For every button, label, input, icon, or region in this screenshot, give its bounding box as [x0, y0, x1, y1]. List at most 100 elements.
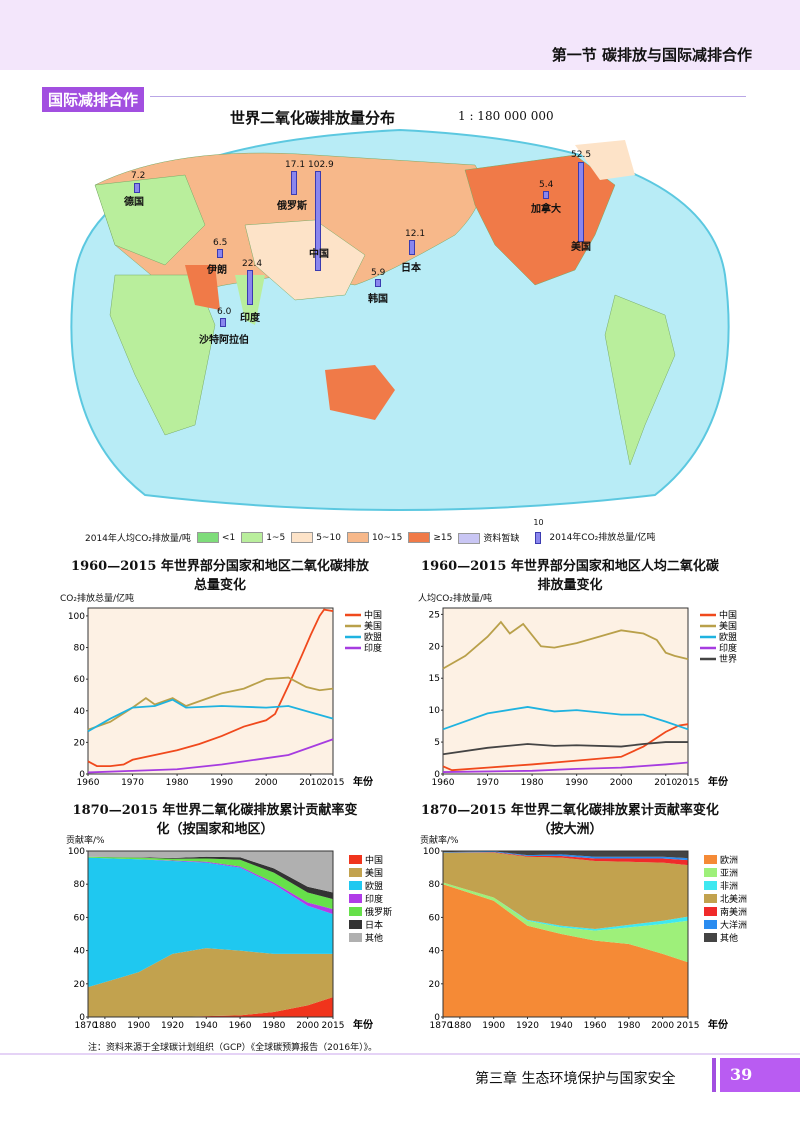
canada-bar: [543, 191, 549, 199]
series-area-中国: [88, 997, 333, 1017]
world-map: 7.2 德国 17.1 俄罗斯 102.9 中国 52.5 美国 5.4 加拿大…: [55, 125, 745, 520]
legend-label-欧盟: 欧盟: [719, 631, 737, 643]
y-tick-label: 100: [423, 847, 440, 857]
legend-label-中国: 中国: [719, 609, 737, 621]
legend-swatch-南美洲: [704, 907, 717, 916]
chart-per-capita-emissions: 0 5 10 15 20 25 1960 1970 1980 1990 2000 2010 2015 年份…: [429, 607, 737, 788]
legend-bar-value: 10: [533, 518, 544, 528]
legend-swatch-印度: [349, 894, 362, 903]
legend-label-印度: 印度: [719, 642, 737, 654]
legend-label-亚洲: 亚洲: [720, 868, 738, 879]
x-tick-label: 2010: [299, 778, 322, 788]
europe-landmass: [94, 174, 206, 266]
legend-swatch: [196, 531, 219, 543]
x-tick-label: 1960: [584, 1021, 607, 1031]
china-value: 102.9: [308, 160, 334, 170]
y-tick-label: 100: [68, 847, 85, 857]
x-tick-label: 1980: [262, 1021, 285, 1031]
section-title: 第一节 碳排放与国际减排合作: [551, 46, 752, 64]
germany-label: 德国: [124, 197, 144, 208]
x-axis-unit: 年份: [353, 775, 374, 788]
y-tick-label: 60: [429, 913, 441, 923]
japan-bar: [409, 240, 415, 255]
divider: [150, 96, 746, 97]
korea-value: 5.9: [371, 268, 386, 278]
y-tick-label: 80: [74, 880, 86, 890]
japan-value: 12.1: [405, 229, 426, 239]
x-tick-label: 1980: [521, 778, 544, 788]
series-line-印度: [87, 738, 334, 774]
y-tick-label: 100: [68, 612, 85, 622]
y-tick-label: 20: [429, 642, 441, 652]
legend-label-美国: 美国: [364, 620, 382, 632]
y-tick-label: 20: [429, 980, 441, 990]
y-tick-label: 0: [434, 1013, 440, 1023]
series-area-北美洲: [443, 852, 688, 930]
x-axis-unit: 年份: [708, 1018, 729, 1031]
legend-label-北美洲: 北美洲: [720, 893, 747, 905]
y-tick-label: 20: [74, 980, 86, 990]
russia-label: 俄罗斯: [277, 201, 307, 212]
korea-bar: [375, 279, 381, 287]
y-tick-label: 0: [434, 770, 440, 780]
chart4-ylabel: 贡献率/%: [420, 836, 459, 846]
chart3-title: 1870—2015 年世界二氧化碳排放累计贡献率变化（按国家和地区）: [72, 803, 358, 837]
x-tick-label: 2015: [322, 778, 345, 788]
x-tick-label: 2015: [677, 1021, 700, 1031]
saudi-arabia: [185, 265, 220, 310]
legend-label: ≥15: [433, 532, 453, 543]
x-tick-label: 2000: [651, 1021, 674, 1031]
russia-value: 17.1: [285, 160, 306, 170]
china-label: 中国: [309, 249, 329, 260]
legend-label-俄罗斯: 俄罗斯: [365, 906, 392, 918]
legend-label-美国: 美国: [365, 867, 383, 879]
legend-swatch-北美洲: [704, 894, 717, 903]
chart1-ylabel: CO₂排放总量/亿吨: [60, 594, 135, 604]
plot-border: [87, 850, 334, 1018]
usa-label: 美国: [571, 242, 591, 253]
greenland: [575, 140, 635, 180]
australia-landmass: [325, 365, 395, 420]
legend-label-美国: 美国: [719, 620, 737, 632]
russia-bar: [291, 171, 297, 195]
legend-swatch-其他: [349, 933, 362, 942]
y-tick-label: 20: [74, 738, 86, 748]
legend-swatch-欧洲: [704, 855, 717, 864]
usa-value: 52.5: [571, 150, 592, 160]
x-tick-label: 1880: [93, 1021, 116, 1031]
canada-value: 5.4: [539, 180, 554, 190]
india-label: 印度: [240, 313, 260, 324]
series-line-中国: [87, 608, 334, 767]
plot-border: [442, 850, 689, 1018]
series-area-南美洲: [443, 852, 688, 866]
chart-total-emissions: 0 20 40 60 80 100 1960 1970 1980 1990 2000 2010 2015…: [68, 607, 382, 788]
x-tick-label: 1920: [161, 1021, 184, 1031]
map-scale: 1 : 180 000 000: [458, 109, 554, 123]
series-line-美国: [87, 676, 334, 731]
x-tick-label: 2015: [677, 778, 700, 788]
chapter-title: 第三章 生态环境保护与国家安全: [475, 1071, 676, 1087]
chart3-ylabel: 贡献率/%: [66, 836, 105, 846]
chart4-title: 1870—2015 年世界二氧化碳排放累计贡献率变化（按大洲）: [421, 803, 719, 837]
x-tick-label: 2000: [296, 1021, 319, 1031]
legend-label-大洋洲: 大洋洲: [720, 919, 747, 931]
germany-value: 7.2: [131, 171, 146, 181]
x-tick-label: 1980: [166, 778, 189, 788]
x-tick-label: 1900: [127, 1021, 150, 1031]
series-line-中国: [442, 723, 689, 772]
legend-bar-item: 10 2014年CO₂排放总量/亿吨: [525, 518, 655, 544]
source-note: 注：资料来源于全球碳计划组织（GCP）《全球碳预算报告（2016年）》。: [88, 1043, 378, 1053]
series-line-美国: [442, 620, 689, 670]
legend-item: <1: [196, 531, 235, 543]
x-tick-label: 1980: [617, 1021, 640, 1031]
saudi-bar: [220, 318, 226, 327]
legend-swatch-大洋洲: [704, 920, 717, 929]
map-graphic: [70, 128, 730, 511]
x-tick-label: 1900: [482, 1021, 505, 1031]
india-value: 22.4: [242, 259, 263, 269]
series-line-世界: [442, 741, 688, 756]
x-tick-label: 1960: [77, 778, 100, 788]
legend-item: 10~15: [346, 531, 402, 543]
